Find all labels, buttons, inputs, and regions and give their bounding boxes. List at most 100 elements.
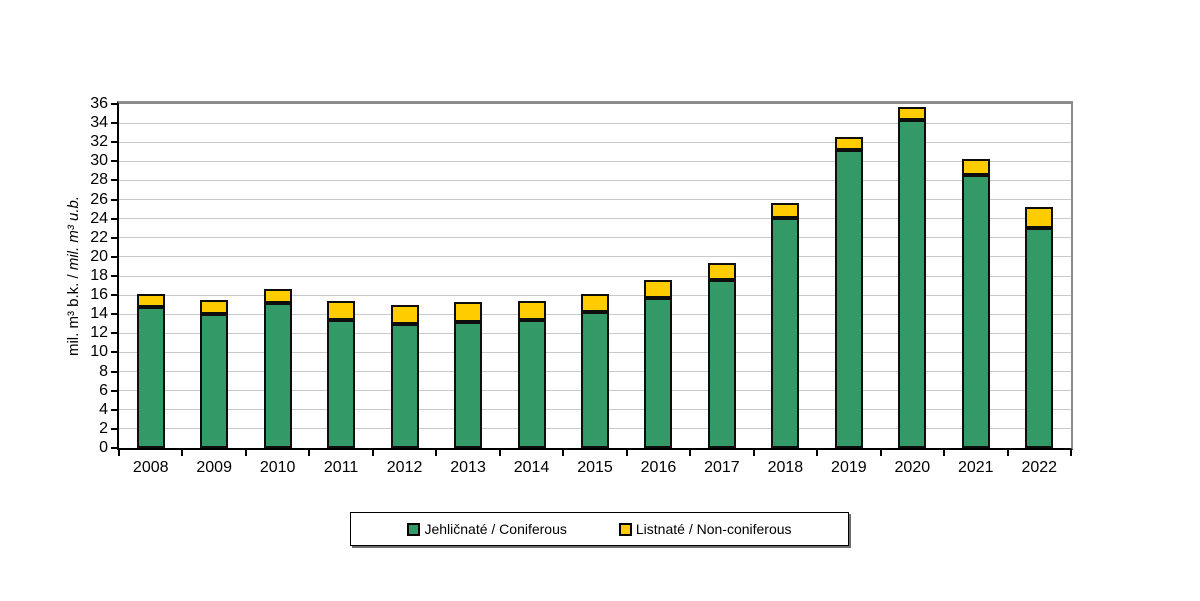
- y-tick-label-32: 32: [90, 133, 108, 151]
- y-tick-label-34: 34: [90, 114, 108, 132]
- bar-2015: [581, 294, 609, 448]
- bar-2010: [263, 289, 292, 448]
- x-tick-9: [689, 450, 692, 456]
- y-tick-34: [111, 122, 119, 125]
- bar-segment-2016-non-coniferous: [644, 280, 673, 298]
- bar-segment-2017-coniferous: [707, 280, 736, 448]
- bar-segment-2011-non-coniferous: [327, 301, 356, 320]
- bar-2009: [200, 300, 229, 448]
- bar-segment-2012-non-coniferous: [390, 305, 419, 324]
- bar-segment-2009-coniferous: [200, 314, 229, 448]
- x-tick-label-2012: 2012: [386, 459, 423, 476]
- y-tick-2: [111, 427, 119, 430]
- y-tick-label-28: 28: [90, 171, 108, 189]
- x-tick-10: [752, 450, 755, 456]
- bar-segment-2009-non-coniferous: [200, 300, 229, 314]
- y-tick-label-22: 22: [90, 228, 108, 246]
- y-tick-16: [111, 294, 119, 297]
- bar-segment-2022-non-coniferous: [1025, 207, 1054, 228]
- gridline-22: [119, 237, 1071, 239]
- x-tick-label-2010: 2010: [259, 459, 296, 476]
- x-tick-14: [1006, 450, 1009, 456]
- y-tick-30: [111, 160, 119, 163]
- legend-label-non-coniferous: Listnaté / Non-coniferous: [635, 521, 792, 537]
- bar-segment-2010-coniferous: [263, 303, 292, 448]
- y-tick-label-4: 4: [99, 400, 108, 418]
- x-tick-label-2018: 2018: [767, 459, 804, 476]
- bar-segment-2018-coniferous: [771, 218, 800, 448]
- y-tick-8: [111, 370, 119, 373]
- bar-segment-2010-non-coniferous: [263, 289, 292, 303]
- x-tick-4: [371, 450, 374, 456]
- bar-segment-2013-coniferous: [454, 322, 483, 448]
- x-tick-5: [435, 450, 438, 456]
- y-tick-22: [111, 236, 119, 239]
- bar-segment-2013-non-coniferous: [454, 302, 483, 322]
- plot-area: [117, 101, 1073, 450]
- bar-segment-2017-non-coniferous: [707, 263, 736, 280]
- bar-2008: [136, 294, 165, 448]
- y-tick-36: [111, 103, 119, 105]
- bar-segment-2019-coniferous: [834, 150, 863, 448]
- bar-segment-2020-non-coniferous: [898, 107, 927, 120]
- y-tick-label-36: 36: [90, 95, 108, 112]
- x-tick-label-2016: 2016: [640, 459, 677, 476]
- x-tick-label-2017: 2017: [704, 459, 740, 476]
- gridline-32: [119, 141, 1071, 143]
- legend: Jehličnaté / Coniferous Listnaté / Non-c…: [350, 512, 849, 546]
- bar-segment-2020-coniferous: [898, 120, 927, 448]
- bar-segment-2014-coniferous: [517, 320, 546, 448]
- bar-segment-2008-non-coniferous: [136, 294, 165, 307]
- y-tick-label-0: 0: [99, 439, 108, 456]
- x-tick-label-2008: 2008: [132, 459, 169, 476]
- x-tick-label-2022: 2022: [1021, 459, 1058, 476]
- y-tick-label-8: 8: [99, 362, 108, 380]
- gridline-24: [119, 218, 1071, 220]
- y-tick-label-2: 2: [99, 419, 108, 437]
- bar-2020: [898, 107, 927, 448]
- bar-2014: [517, 301, 546, 448]
- y-tick-4: [111, 408, 119, 411]
- legend-item-coniferous: Jehličnaté / Coniferous: [407, 521, 567, 537]
- bar-segment-2022-coniferous: [1025, 228, 1054, 448]
- x-tick-label-2015: 2015: [577, 459, 613, 476]
- x-tick-11: [816, 450, 819, 456]
- bar-2021: [961, 159, 990, 448]
- bar-segment-2012-coniferous: [390, 324, 419, 448]
- gridline-20: [119, 256, 1071, 258]
- bar-2017: [707, 263, 736, 448]
- bar-segment-2021-coniferous: [961, 175, 990, 448]
- x-tick-label-2013: 2013: [450, 459, 486, 476]
- gridline-30: [119, 160, 1071, 162]
- bar-segment-2016-coniferous: [644, 298, 673, 448]
- bar-segment-2019-non-coniferous: [834, 137, 863, 150]
- non-coniferous-swatch-icon: [618, 522, 632, 536]
- x-tick-13: [943, 450, 946, 456]
- y-tick-26: [111, 198, 119, 201]
- bar-2016: [644, 280, 673, 448]
- y-tick-6: [111, 389, 119, 392]
- x-tick-label-2014: 2014: [513, 459, 550, 476]
- legend-item-non-coniferous: Listnaté / Non-coniferous: [618, 521, 792, 537]
- bar-segment-2011-coniferous: [327, 320, 356, 448]
- x-tick-0: [118, 450, 120, 456]
- x-tick-label-2019: 2019: [831, 459, 867, 476]
- y-tick-20: [111, 255, 119, 258]
- bar-segment-2015-non-coniferous: [581, 294, 609, 312]
- x-tick-15: [1070, 450, 1072, 456]
- bar-segment-2008-coniferous: [136, 307, 165, 448]
- gridline-18: [119, 275, 1071, 277]
- x-tick-8: [625, 450, 628, 456]
- y-tick-28: [111, 179, 119, 182]
- legend-label-coniferous: Jehličnaté / Coniferous: [424, 521, 567, 537]
- y-tick-12: [111, 332, 119, 335]
- x-tick-1: [181, 450, 184, 456]
- y-tick-label-30: 30: [90, 152, 108, 170]
- x-tick-label-2011: 2011: [323, 459, 359, 476]
- y-tick-label-6: 6: [99, 381, 108, 399]
- y-tick-32: [111, 141, 119, 144]
- x-tick-3: [308, 450, 311, 456]
- bar-segment-2018-non-coniferous: [771, 203, 800, 218]
- y-tick-24: [111, 217, 119, 220]
